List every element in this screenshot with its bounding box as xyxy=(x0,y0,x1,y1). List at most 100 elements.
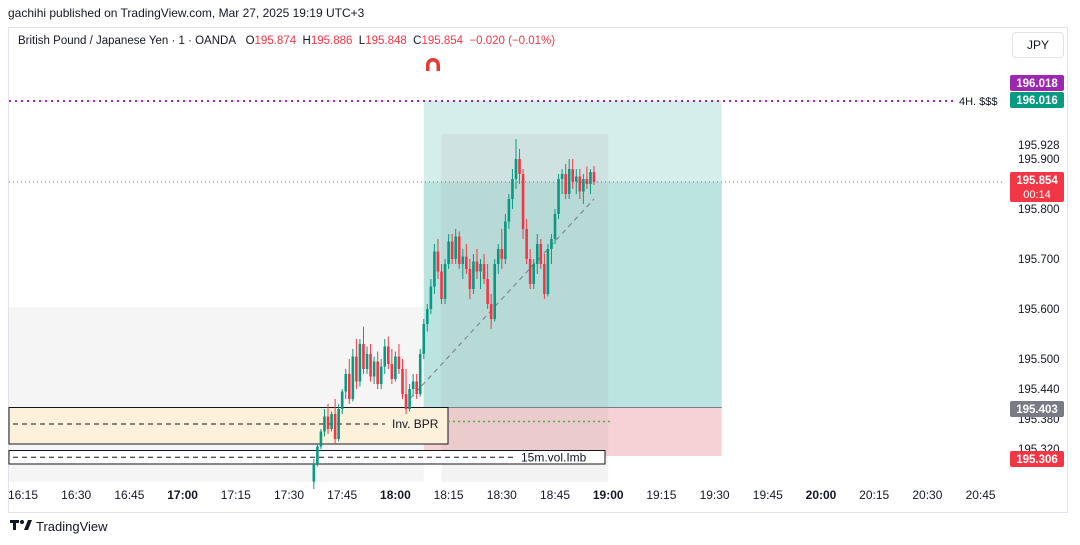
candle-body xyxy=(333,414,337,439)
close-label: C xyxy=(413,35,422,47)
candle-body xyxy=(344,374,348,392)
chart-frame xyxy=(8,27,1068,513)
candle-body xyxy=(450,241,454,259)
candle-body xyxy=(316,446,319,464)
candle-body xyxy=(404,394,408,409)
symbol-title[interactable]: British Pound / Japanese Yen · 1 · OANDA xyxy=(18,35,236,47)
vol-imb-label: 15m.vol.Imb xyxy=(521,450,587,464)
candle-body xyxy=(574,176,578,182)
candle-body xyxy=(323,416,326,432)
candle-body xyxy=(429,286,433,309)
open-label: O xyxy=(245,35,255,47)
candle-body xyxy=(475,261,479,272)
x-tick-label: 20:00 xyxy=(806,488,837,502)
price-badge-countdown: 00:14 xyxy=(1023,189,1051,201)
y-tick-label: 195.600 xyxy=(1018,304,1060,316)
liquidity-label: 4H. $$$ xyxy=(959,96,998,108)
candle-body xyxy=(383,346,387,367)
vol-imb-box xyxy=(8,450,606,465)
low-value: 195.848 xyxy=(365,35,407,47)
price-badge-label: 195.854 xyxy=(1016,175,1058,187)
close-value: 195.854 xyxy=(421,35,464,47)
price-badge xyxy=(1010,75,1064,91)
high-label: H xyxy=(302,35,311,47)
trend-line xyxy=(409,198,595,400)
candle-body xyxy=(387,346,390,364)
candle-body xyxy=(376,361,379,384)
y-tick-label: 195.900 xyxy=(1018,154,1060,166)
candle-body xyxy=(472,261,475,289)
x-tick-label: 18:15 xyxy=(434,488,464,502)
x-tick-label: 18:45 xyxy=(540,488,570,502)
candle-body xyxy=(550,239,553,249)
low-label: L xyxy=(358,35,366,47)
footer: TradingView xyxy=(10,519,108,534)
candle-body xyxy=(585,179,589,184)
candle-body xyxy=(479,264,482,272)
candle-body xyxy=(365,354,369,369)
x-tick-label: 16:15 xyxy=(8,488,38,502)
x-tick-label: 18:30 xyxy=(487,488,517,502)
candle-body xyxy=(539,244,543,264)
open-value: 195.874 xyxy=(254,35,297,47)
candle-body xyxy=(312,464,316,482)
candle-body xyxy=(369,354,372,377)
candle-body xyxy=(511,179,514,199)
currency-button[interactable]: JPY xyxy=(1012,32,1064,58)
candle-body xyxy=(351,356,355,399)
price-badge-label: 196.018 xyxy=(1016,78,1058,90)
candle-body xyxy=(443,264,447,299)
candle-body xyxy=(468,269,472,289)
footer-brand[interactable]: TradingView xyxy=(36,519,108,534)
candle-body xyxy=(411,381,415,389)
price-badge-label: 196.016 xyxy=(1016,95,1058,107)
x-tick-label: 18:00 xyxy=(380,488,411,502)
candle-body xyxy=(408,389,411,409)
candle-body xyxy=(422,324,426,354)
candle-body xyxy=(525,229,528,259)
candle-body xyxy=(340,391,344,409)
candle-body xyxy=(486,279,489,304)
magnet-icon xyxy=(426,58,440,71)
candle-body xyxy=(496,249,500,264)
candle-body xyxy=(358,344,362,382)
x-tick-label: 16:45 xyxy=(114,488,144,502)
x-tick-label: 20:30 xyxy=(912,488,942,502)
candle-body xyxy=(564,174,567,194)
candle-body xyxy=(489,304,493,319)
publication-header: gachihi published on TradingView.com, Ma… xyxy=(8,6,365,20)
x-tick-label: 17:15 xyxy=(221,488,251,502)
magnet-shape xyxy=(426,58,440,71)
candle-body xyxy=(447,241,450,264)
candle-body xyxy=(592,172,596,182)
tradingview-logo-icon xyxy=(10,519,32,534)
candle-body xyxy=(401,369,404,394)
candle-body xyxy=(390,364,394,379)
candle-body xyxy=(571,169,575,182)
range-box xyxy=(441,134,609,482)
price-badge-label: 195.306 xyxy=(1016,454,1058,466)
x-tick-label: 19:00 xyxy=(593,488,624,502)
candle-body xyxy=(440,271,443,299)
high-value: 195.886 xyxy=(310,35,353,47)
x-tick-label: 20:45 xyxy=(966,488,996,502)
inv-bpr-box xyxy=(8,407,449,445)
candle-body xyxy=(532,264,536,284)
inv-bpr-label: Inv. BPR xyxy=(392,417,439,431)
candle-body xyxy=(418,354,422,394)
candle-body xyxy=(397,356,401,369)
y-tick-label: 195.800 xyxy=(1018,204,1060,216)
x-tick-label: 17:45 xyxy=(327,488,357,502)
candle-body xyxy=(394,356,397,379)
x-tick-label: 16:30 xyxy=(61,488,91,502)
candle-body xyxy=(426,309,429,324)
y-tick-label: 195.440 xyxy=(1018,384,1060,396)
candle-body xyxy=(415,381,418,394)
candle-body xyxy=(535,244,539,264)
x-tick-label: 19:45 xyxy=(753,488,783,502)
candle-body xyxy=(355,356,358,382)
x-tick-label: 20:15 xyxy=(859,488,889,502)
price-badge xyxy=(1010,451,1064,467)
candle-body xyxy=(507,199,511,222)
